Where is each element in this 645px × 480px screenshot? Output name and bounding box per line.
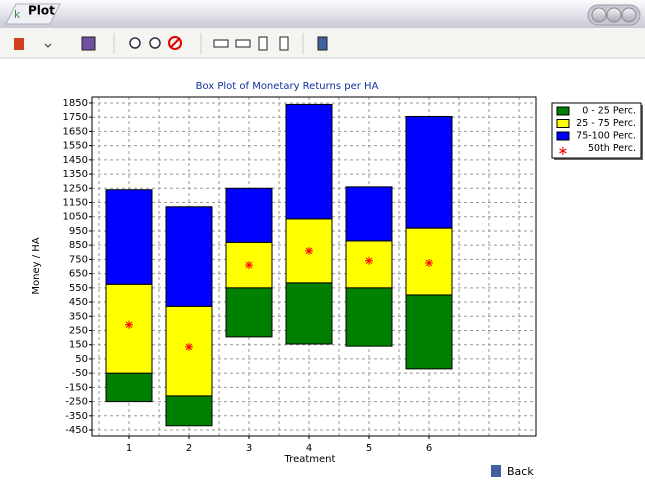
pan-up-button[interactable] [258,36,268,51]
box-lower [105,372,153,403]
median-marker [125,320,133,329]
box-lower [165,395,213,427]
pan-right-button[interactable] [235,39,251,48]
y-tick-label: 1650 [63,126,88,137]
box-lower [225,287,273,338]
y-tick-label: -150 [65,382,88,393]
y-tick-label: 450 [69,297,88,308]
y-tick-label: 1050 [63,212,88,223]
zoom-in-button[interactable] [129,37,141,49]
y-tick-label: 950 [69,226,88,237]
pan-down-button[interactable] [279,36,289,51]
back-icon[interactable] [491,465,501,477]
y-tick-label: 1350 [63,169,88,180]
y-tick-label: 250 [69,325,88,336]
y-tick-label: -450 [65,425,88,436]
median-marker [245,261,253,270]
y-tick-label: 50 [75,354,88,365]
x-tick-label: 5 [366,443,372,454]
zoom-out-button[interactable] [149,37,161,49]
legend-swatch [556,131,570,141]
box-upper [345,186,393,242]
box-upper [105,189,153,285]
y-tick-label: 1850 [63,98,88,109]
y-tick-label: 1250 [63,183,88,194]
y-tick-label: 650 [69,269,88,280]
y-tick-label: -350 [65,411,88,422]
legend-swatch [556,106,570,116]
legend-label: 25 - 75 Perc. [576,118,636,129]
export-button[interactable] [14,38,24,50]
y-axis-label: Money / HA [31,237,42,294]
y-tick-label: 150 [69,340,88,351]
y-tick-label: 550 [69,283,88,294]
box-upper [285,103,333,220]
x-tick-label: 1 [126,443,132,454]
print-button[interactable] [81,36,96,51]
x-tick-label: 6 [426,443,432,454]
y-tick-label: 350 [69,311,88,322]
box-upper [165,206,213,307]
chart-title: Box Plot of Monetary Returns per HA [196,81,379,92]
y-tick-label: 850 [69,240,88,251]
y-tick-label: 1750 [63,112,88,123]
title-bar [0,0,645,28]
legend-label: 50th Perc. [588,143,636,154]
export-dropdown[interactable] [44,43,52,48]
window-title: Plot [28,4,55,18]
box-middle [165,305,213,397]
y-tick-label: 750 [69,254,88,265]
pan-left-button[interactable] [213,39,229,48]
median-marker [365,256,373,265]
median-marker [425,258,433,267]
box-lower [405,294,453,370]
y-tick-label: 1550 [63,141,88,152]
x-axis-label: Treatment [284,454,336,465]
y-tick-label: 1450 [63,155,88,166]
box-lower [285,282,333,345]
legend-label: 0 - 25 Perc. [582,106,636,117]
y-tick-label: -250 [65,397,88,408]
plot-frame [91,96,537,437]
box-upper [225,187,273,243]
maximize-button[interactable] [606,7,622,23]
x-tick-label: 3 [246,443,252,454]
back-button[interactable]: Back [507,465,534,478]
x-tick-label: 4 [306,443,312,454]
box-lower [345,287,393,347]
box-upper [405,115,453,229]
close-button[interactable] [621,7,637,23]
window-icon: k [14,8,21,21]
median-marker [305,246,313,255]
legend-label: 75-100 Perc. [576,131,636,142]
legend-swatch: ∗ [558,144,569,159]
y-tick-label: 1150 [63,198,88,209]
toolbar-icons [14,33,328,54]
title-tab [5,3,61,25]
reset-button[interactable] [168,36,182,50]
minimize-button[interactable] [591,7,607,23]
y-tick-label: -50 [72,368,88,379]
x-tick-label: 2 [186,443,192,454]
legend-swatch [556,119,570,128]
median-marker [185,342,193,351]
exit-button[interactable] [317,36,328,51]
